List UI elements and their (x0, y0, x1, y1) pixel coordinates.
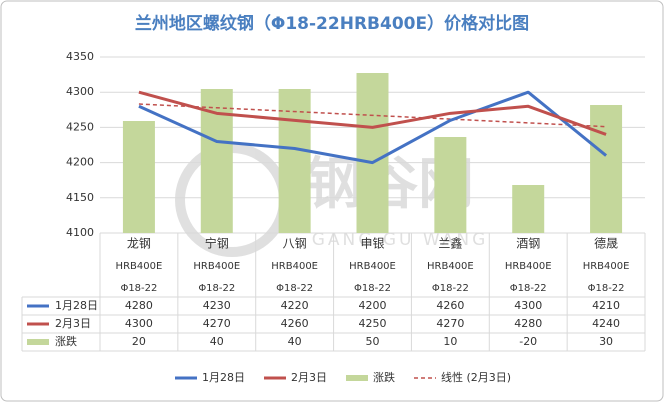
category-label: Φ18-22 (354, 283, 391, 294)
bar (122, 121, 155, 233)
bar (434, 137, 467, 233)
y-tick-label: 4200 (66, 156, 94, 169)
bar (590, 105, 623, 233)
table-value: 4250 (359, 317, 387, 330)
category-label: 龙钢 (127, 237, 151, 251)
table-value: 4280 (514, 317, 542, 330)
category-label: Φ18-22 (588, 283, 625, 294)
table-value: 4220 (281, 299, 309, 312)
category-label: HRB400E (193, 261, 240, 272)
category-label: Φ18-22 (432, 283, 469, 294)
table-value: 4210 (592, 299, 620, 312)
table-value: 40 (288, 335, 302, 348)
table-value: 4200 (359, 299, 387, 312)
category-label: HRB400E (271, 261, 318, 272)
row-label: 2月3日 (55, 317, 91, 330)
legend-label: 涨跌 (373, 370, 395, 384)
table-value: 4260 (281, 317, 309, 330)
category-label: 八钢 (283, 237, 307, 251)
category-label: HRB400E (427, 261, 474, 272)
table-value: 4240 (592, 317, 620, 330)
table-value: 4280 (125, 299, 153, 312)
trendline (138, 103, 607, 128)
table-value: 4270 (436, 317, 464, 330)
category-label: Φ18-22 (120, 283, 157, 294)
table-value: 50 (366, 335, 380, 348)
category-label: 宁钢 (205, 236, 229, 251)
y-tick-label: 4300 (66, 85, 94, 98)
category-label: 酒钢 (516, 237, 540, 251)
line-series (138, 90, 608, 165)
bar (356, 73, 389, 233)
bar (512, 185, 545, 233)
table-value: 30 (599, 335, 613, 348)
table-value: -20 (519, 335, 537, 348)
table-value: 4300 (514, 299, 542, 312)
y-tick-label: 4150 (66, 191, 94, 204)
row-label: 涨跌 (55, 334, 77, 348)
category-label: 申银 (360, 237, 384, 251)
category-label: Φ18-22 (276, 283, 313, 294)
category-label: 兰鑫 (438, 236, 462, 251)
row-label: 1月28日 (55, 299, 98, 312)
category-label: HRB400E (505, 261, 552, 272)
table-value: 4260 (436, 299, 464, 312)
legend-key (27, 339, 49, 345)
chart-title: 兰州地区螺纹钢（Φ18-22HRB400E）价格对比图 (135, 13, 529, 34)
category-label: HRB400E (583, 261, 630, 272)
table-value: 4230 (203, 299, 231, 312)
legend-label: 1月28日 (202, 371, 245, 384)
y-tick-label: 4350 (66, 50, 94, 63)
table-value: 10 (443, 335, 457, 348)
y-tick-label: 4250 (66, 120, 94, 133)
category-label: Φ18-22 (510, 283, 547, 294)
category-label: HRB400E (116, 261, 163, 272)
table-value: 4270 (203, 317, 231, 330)
line-series (138, 90, 607, 136)
category-label: 德晟 (594, 236, 618, 251)
watermark-subtext: GANG GU WANG (312, 230, 489, 250)
legend-label: 线性 (2月3日) (441, 370, 511, 384)
legend-key (346, 375, 368, 381)
category-label: HRB400E (349, 261, 396, 272)
table-value: 20 (132, 335, 146, 348)
legend-label: 2月3日 (291, 371, 327, 384)
category-label: Φ18-22 (198, 283, 235, 294)
table-value: 40 (210, 335, 224, 348)
table-value: 4300 (125, 317, 153, 330)
y-tick-label: 4100 (66, 226, 94, 239)
bar (278, 89, 311, 233)
